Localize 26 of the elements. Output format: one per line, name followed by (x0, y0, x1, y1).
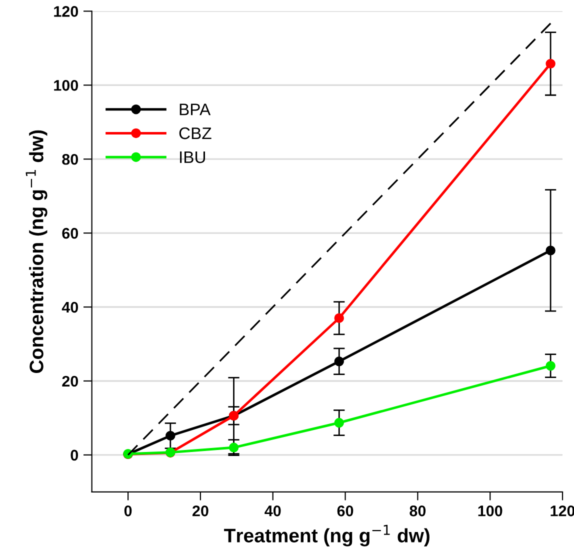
point (334, 313, 344, 323)
x-tick-label: 100 (478, 506, 502, 516)
x-axis-title: Treatment (ng g$^{−1}$ dw) (224, 524, 430, 546)
point (546, 360, 556, 371)
y-tick-label: 60 (62, 228, 78, 239)
point (166, 430, 176, 441)
y-tick-label: 120 (54, 6, 78, 17)
point (546, 246, 556, 256)
y-tick-label: 40 (62, 302, 78, 313)
x-tick-label: 80 (410, 506, 426, 516)
legend-label: CBZ (179, 127, 212, 140)
point (228, 442, 239, 452)
x-tick-label: 60 (337, 506, 354, 516)
legend-label: IBU (180, 151, 206, 164)
point (546, 58, 556, 69)
y-tick-label: 0 (70, 450, 78, 461)
y-tick-label: 20 (62, 376, 78, 387)
point (334, 418, 344, 428)
legend-label: BPA (180, 104, 211, 116)
x-tick-label: 40 (264, 506, 281, 516)
y-tick-label: 100 (54, 80, 78, 91)
x-tick-label: 20 (192, 506, 208, 516)
x-tick-label: 0 (124, 506, 132, 516)
y-tick-label: 80 (62, 154, 78, 165)
point (334, 356, 344, 366)
y-axis-title: Concentration (ng g$^{−1}$ dw) (26, 130, 48, 373)
